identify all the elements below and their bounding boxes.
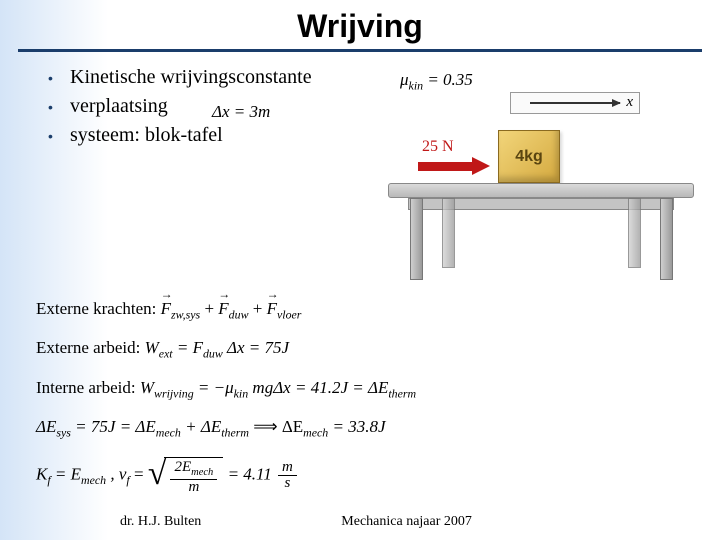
x-axis-indicator: x [510,92,640,114]
dx-equation: Δx = 3m [212,102,270,122]
bullet-text: systeem: blok-tafel [70,124,223,147]
table-leg [410,198,423,280]
eq-forces: Externe krachten: Fzw,sys + Fduw + Fvloe… [36,300,686,321]
mass-block: 4kg [498,130,560,183]
footer-author: dr. H.J. Bulten [120,514,201,530]
slide-footer: dr. H.J. Bulten Mechanica najaar 2007 [0,514,720,530]
bullet-text: Kinetische wrijvingsconstante [70,66,312,89]
force-label: 25 N [422,138,454,156]
eq-velocity: Kf = Emech , vf = √ 2Emech m = 4.11 m s [36,457,686,495]
sqrt-icon: √ 2Emech m [148,457,224,495]
bullet-item: • Kinetische wrijvingsconstante [48,66,700,89]
table-leg [442,198,455,268]
table-leg [660,198,673,280]
table-top [388,183,694,198]
x-label: x [626,94,633,111]
eq-internal-work: Interne arbeid: Wwrijving = −μkin mgΔx =… [36,379,686,400]
bullet-marker: • [48,99,70,115]
bullet-marker: • [48,70,70,86]
physics-diagram: x 25 N 4kg [400,92,700,292]
title-rule [18,49,702,52]
bullet-text: verplaatsing [70,95,168,118]
force-arrow [418,160,488,172]
bullet-marker: • [48,128,70,144]
x-arrow [530,102,620,104]
eq-energy-balance: ΔEsys = 75J = ΔEmech + ΔEtherm ⟹ ΔEmech … [36,418,686,439]
eq-external-work: Externe arbeid: Wext = Fduw Δx = 75J [36,339,686,360]
mu-equation: μkin = 0.35 [400,70,473,93]
equations-block: Externe krachten: Fzw,sys + Fduw + Fvloe… [36,300,686,513]
table-leg [628,198,641,268]
slide-title: Wrijving [0,0,720,49]
footer-course: Mechanica najaar 2007 [341,514,472,530]
